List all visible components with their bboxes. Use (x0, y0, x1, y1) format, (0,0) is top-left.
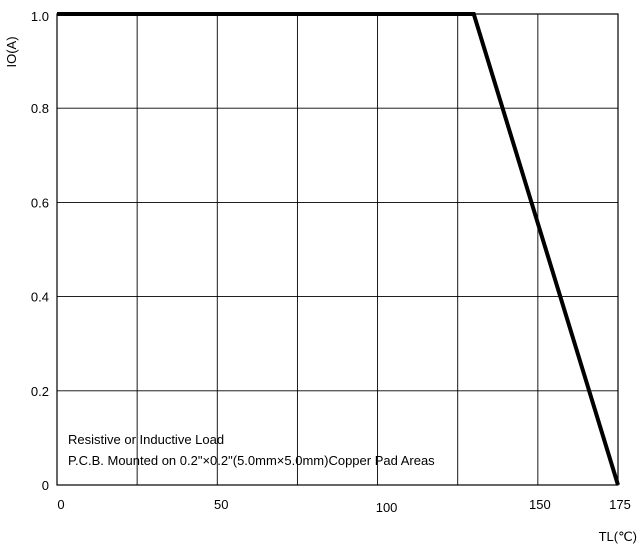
y-tick-label: 0.4 (31, 290, 49, 305)
annotation-pcb-mounting: P.C.B. Mounted on 0.2"×0.2"(5.0mm×5.0mm)… (68, 453, 435, 468)
annotation-load-type: Resistive or Inductive Load (68, 432, 224, 447)
plot-area-frame (56, 13, 619, 486)
series-line (57, 12, 620, 486)
y-tick-label: 1.0 (31, 9, 49, 24)
y-tick-label: 0.6 (31, 195, 49, 210)
tick-labels: 0 50 100 150 175 0 0.2 0.4 0.6 0.8 1.0 (31, 9, 631, 515)
y-axis-label: IO(A) (4, 36, 19, 67)
chart-grid (57, 14, 618, 485)
y-tick-label: 0.2 (31, 384, 49, 399)
x-tick-label: 100 (376, 500, 398, 515)
y-tick-label: 0.8 (31, 101, 49, 116)
chart-series (57, 12, 620, 486)
x-tick-label: 50 (214, 497, 228, 512)
x-tick-label: 0 (57, 497, 64, 512)
x-tick-label: 150 (529, 497, 551, 512)
y-tick-label: 0 (42, 478, 49, 493)
x-tick-label: 175 (609, 497, 631, 512)
x-axis-label: TL(℃) (599, 529, 637, 544)
